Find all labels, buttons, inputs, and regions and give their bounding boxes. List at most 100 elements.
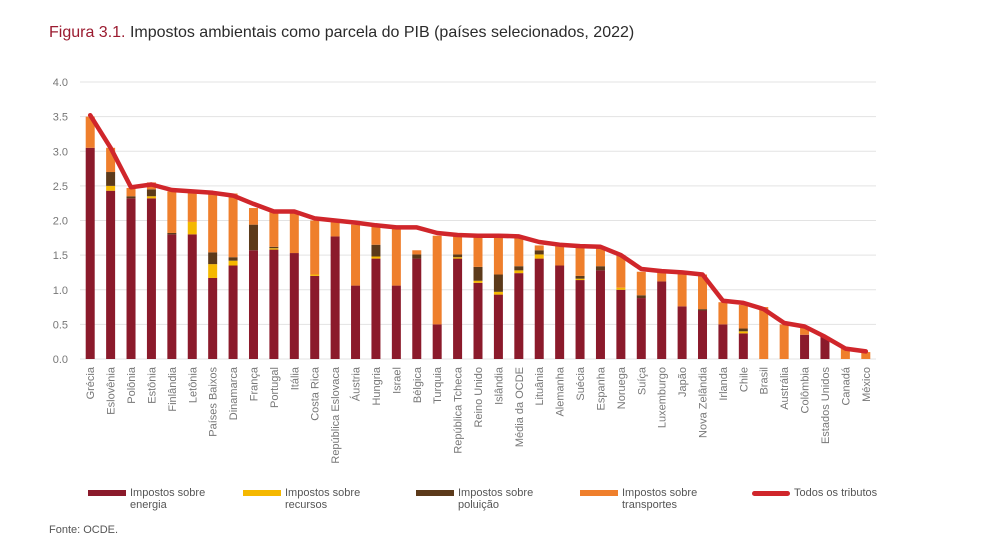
bar-segment-transportes — [534, 245, 544, 251]
bar-segment-transportes — [575, 246, 585, 276]
x-tick-label: República Eslovaca — [330, 366, 342, 463]
bar-segment-poluicao — [738, 328, 748, 332]
x-tick-label: Irlanda — [718, 366, 730, 401]
bar-segment-poluicao — [371, 244, 381, 257]
bar-segment-transportes — [840, 348, 850, 359]
bar-segment-poluicao — [412, 254, 422, 259]
bar-segment-energia — [677, 306, 687, 359]
figure-number: Figura 3.1. — [49, 24, 126, 41]
bar-segment-transportes — [595, 248, 605, 267]
bar-segment-poluicao — [269, 246, 279, 249]
bar-segment-poluicao — [106, 172, 116, 186]
x-tick-label: Alemanha — [555, 366, 567, 416]
x-tick-label: Países Baixos — [208, 367, 220, 437]
x-tick-label: Eslovênia — [106, 366, 118, 415]
bar-segment-energia — [208, 277, 218, 359]
y-tick-label: 1.5 — [53, 250, 68, 262]
bar-segment-recursos — [575, 278, 585, 281]
bar-segment-energia — [351, 285, 361, 359]
bar-segment-poluicao — [248, 224, 258, 251]
bar-segment-transportes — [677, 273, 687, 307]
bar-segment-poluicao — [493, 274, 503, 292]
x-tick-label: Israel — [391, 367, 403, 394]
legend-swatch-energia — [88, 490, 126, 496]
bar-segment-poluicao — [575, 275, 585, 279]
bar-segment-energia — [514, 273, 524, 359]
bar-segment-transportes — [493, 235, 503, 275]
y-tick-label: 3.0 — [53, 146, 68, 158]
x-tick-label: Letônia — [187, 366, 199, 403]
bar-segment-transportes — [636, 271, 646, 296]
bar-segment-poluicao — [228, 257, 238, 261]
bar-segment-recursos — [514, 270, 524, 274]
bar-segment-energia — [85, 147, 95, 359]
x-tick-label: Bélgica — [412, 366, 424, 403]
bar-segment-recursos — [453, 257, 463, 259]
source-note: Fonte: OCDE. — [49, 524, 119, 536]
bar-segment-poluicao — [514, 266, 524, 271]
bar-segment-poluicao — [126, 196, 136, 199]
x-tick-label: Noruega — [616, 366, 628, 409]
bar-segment-transportes — [167, 191, 177, 233]
x-tick-label: Suécia — [575, 366, 587, 401]
legend-item-poluicao: Impostos sobre poluição — [416, 487, 554, 511]
figure-title: Figura 3.1. Impostos ambientais como par… — [49, 24, 634, 42]
bar-segment-poluicao — [534, 250, 544, 255]
bar-segment-energia — [738, 333, 748, 359]
bar-segment-recursos — [534, 254, 544, 259]
legend-label-energia: Impostos sobre energia — [130, 487, 206, 511]
bar-segment-poluicao — [167, 232, 177, 235]
y-tick-label: 3.5 — [53, 112, 68, 124]
x-tick-label: Estônia — [146, 366, 158, 404]
bar-segment-poluicao — [453, 254, 463, 258]
bar-segment-transportes — [861, 352, 871, 359]
bar-segment-energia — [248, 250, 258, 359]
bar-segment-transportes — [473, 235, 483, 267]
bar-segment-transportes — [738, 304, 748, 329]
bar-segment-energia — [412, 258, 422, 359]
x-tick-label: Portugal — [269, 367, 281, 408]
y-tick-label: 4.0 — [53, 77, 68, 89]
bar-segment-recursos — [616, 287, 626, 290]
bar-segment-energia — [228, 265, 238, 359]
x-tick-label: Austrália — [779, 366, 791, 410]
stacked-bar-chart: 0.0 0.5 1.0 1.5 2.0 2.5 3.0 3.5 4.0 Grécia Eslovê… — [53, 77, 876, 464]
bar-segment-energia — [595, 270, 605, 359]
bar-segment-energia — [371, 258, 381, 359]
bar-segment-transportes — [779, 324, 789, 359]
bar-segment-recursos — [371, 256, 381, 259]
bar-segment-recursos — [106, 185, 116, 191]
bar-segment-energia — [310, 275, 320, 359]
bar-segment-energia — [453, 258, 463, 359]
legend-item-recursos: Impostos sobre recursos — [243, 487, 381, 511]
x-tick-label: Costa Rica — [310, 366, 322, 421]
bar-segment-energia — [493, 294, 503, 359]
bar-segment-transportes — [85, 116, 95, 148]
bar-segment-energia — [698, 310, 708, 359]
bar-segment-transportes — [616, 255, 626, 288]
bar-segment-transportes — [289, 211, 299, 254]
x-tick-label: Hungria — [371, 366, 383, 405]
bar-segment-energia — [289, 253, 299, 359]
bar-segment-energia — [718, 324, 728, 359]
bar-segment-transportes — [269, 212, 279, 247]
x-tick-label: Média da OCDE — [514, 367, 526, 447]
legend-swatch-recursos — [243, 490, 281, 496]
x-tick-label: Islândia — [493, 366, 505, 405]
y-tick-label: 2.0 — [53, 216, 68, 228]
bar-segment-energia — [269, 249, 279, 359]
legend-label-total: Todos os tributos — [794, 487, 878, 499]
y-tick-label: 2.5 — [53, 181, 68, 193]
bar-segment-energia — [187, 234, 197, 359]
bar-segment-poluicao — [146, 189, 156, 197]
bar-segment-transportes — [759, 307, 769, 359]
bar-segment-recursos — [310, 274, 320, 276]
x-tick-label: Brasil — [759, 367, 771, 395]
bar-segment-transportes — [208, 193, 218, 253]
bar-segment-recursos — [269, 248, 279, 250]
bar-segment-transportes — [330, 221, 340, 237]
x-tick-label: Espanha — [595, 366, 607, 410]
bar-segment-energia — [534, 258, 544, 359]
bar-segment-recursos — [493, 291, 503, 295]
bar-segment-transportes — [126, 187, 136, 197]
